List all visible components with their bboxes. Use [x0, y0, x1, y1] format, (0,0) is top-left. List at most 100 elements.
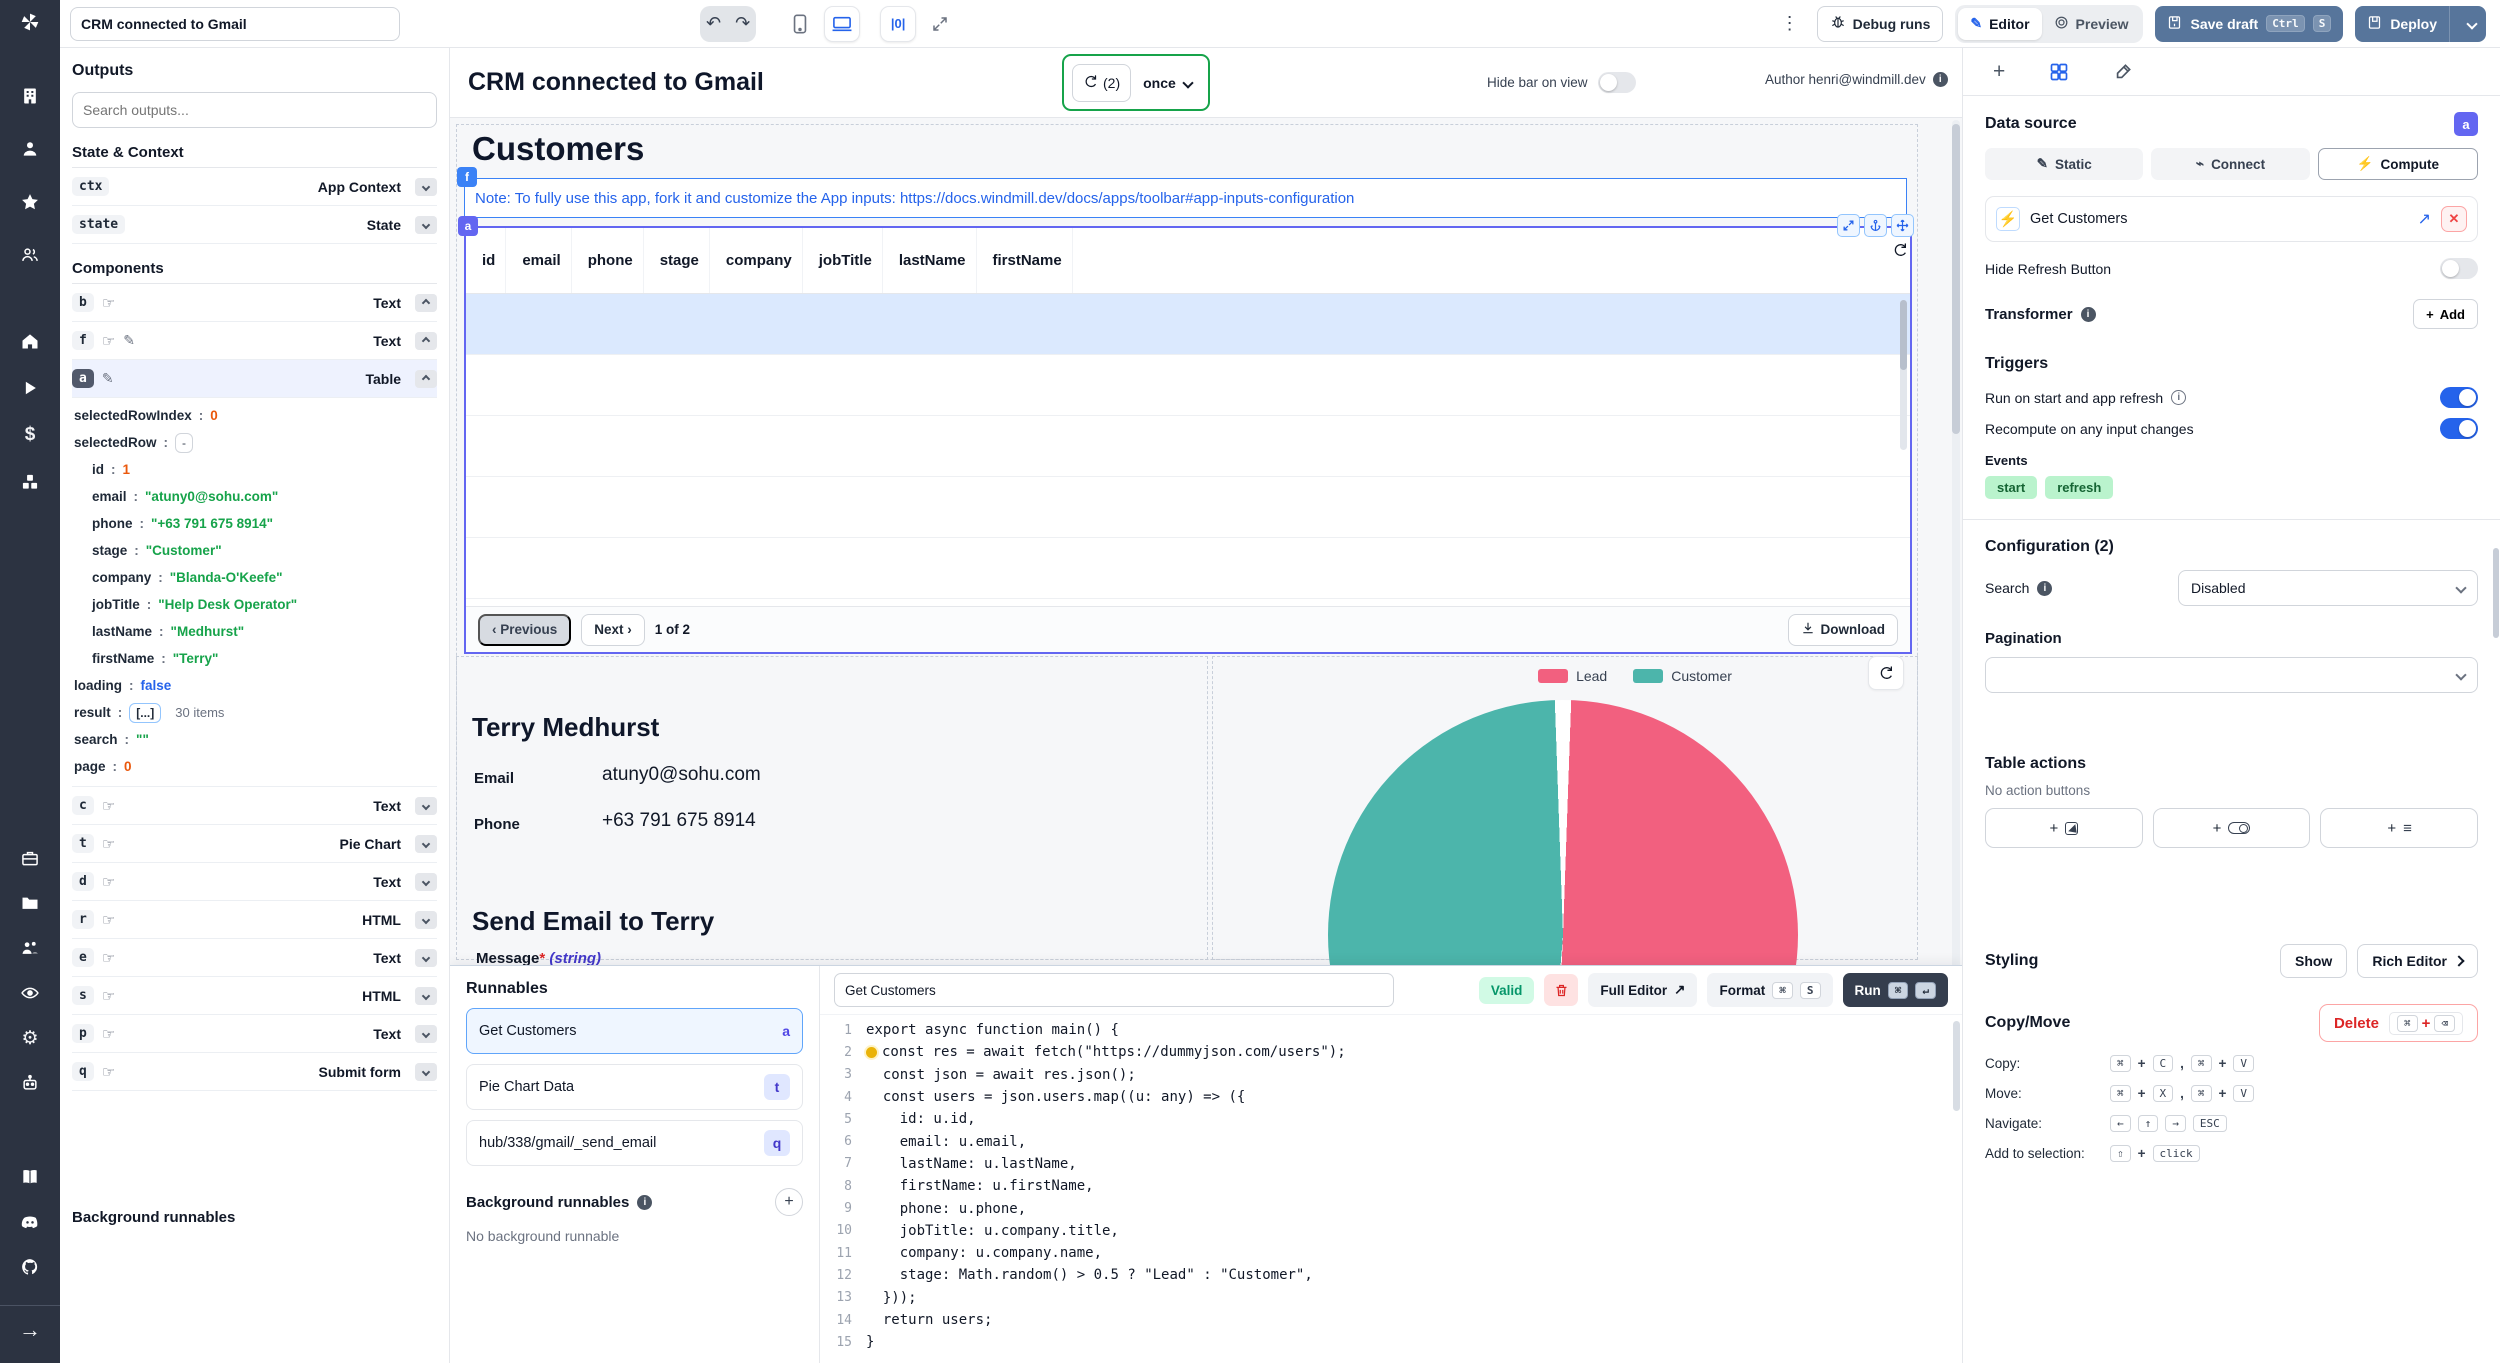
output-detail-row[interactable]: page : 0 — [74, 753, 437, 780]
delete-component-button[interactable]: Delete ⌘ + ⌫ — [2318, 1004, 2478, 1042]
undo-icon[interactable]: ↶ — [706, 13, 722, 33]
deploy-button[interactable]: Deploy — [2355, 5, 2486, 42]
redo-icon[interactable]: ↷ — [735, 13, 751, 33]
table-header-cell[interactable]: company — [710, 228, 803, 293]
data-source-mode-tab[interactable]: ✎ Static — [1985, 148, 2144, 180]
component-row[interactable]: q ☞ Submit form — [72, 1053, 437, 1091]
center-layout-icon[interactable]: |0| — [880, 5, 917, 42]
table-header-cell[interactable]: id — [466, 228, 507, 293]
briefcase-icon[interactable] — [18, 846, 42, 870]
output-detail-row[interactable]: search : "" — [74, 726, 437, 753]
chevron-icon[interactable] — [415, 369, 437, 388]
save-draft-button[interactable]: Save draft Ctrl S — [2155, 5, 2344, 42]
chevron-down-icon[interactable] — [415, 834, 437, 853]
chevron-down-icon[interactable] — [415, 177, 437, 196]
state-row[interactable]: state State — [72, 206, 437, 244]
chevron-icon[interactable] — [415, 293, 437, 312]
runnable-item[interactable]: Pie Chart Data t — [466, 1064, 803, 1110]
folder-icon[interactable] — [18, 891, 42, 915]
user-icon[interactable] — [18, 137, 42, 161]
info-icon[interactable] — [1932, 72, 1948, 87]
detail-chip[interactable]: [...] — [129, 702, 162, 723]
download-button[interactable]: Download — [1787, 613, 1898, 646]
collapse-arrow-icon[interactable]: → — [19, 1317, 41, 1342]
canvas-scrollbar[interactable] — [1952, 120, 1960, 1350]
format-button[interactable]: Format ⌘ S — [1707, 973, 1833, 1007]
gear-icon[interactable]: ⚙ — [21, 1027, 39, 1049]
info-icon[interactable] — [2037, 580, 2053, 596]
output-detail-row[interactable]: id : 1 — [74, 456, 437, 483]
runnable-name-input[interactable] — [834, 973, 1394, 1007]
fullwidth-layout-icon[interactable] — [922, 6, 958, 42]
table-header-cell[interactable]: lastName — [883, 228, 977, 293]
component-row[interactable]: e ☞ Text — [72, 939, 437, 977]
add-select-action[interactable]: + ≡ — [2320, 808, 2479, 848]
note-text-component[interactable]: f Note: To fully use this app, fork it a… — [457, 167, 1907, 218]
cubes-icon[interactable] — [18, 470, 42, 494]
previous-page-button[interactable]: ‹ Previous — [478, 613, 572, 646]
table-refresh-icon[interactable] — [1892, 242, 1908, 261]
chevron-down-icon[interactable] — [415, 948, 437, 967]
component-row[interactable]: f ☞ ✎ Text — [72, 322, 437, 360]
next-page-button[interactable]: Next › — [581, 613, 645, 646]
insert-component-tab[interactable]: + — [1993, 59, 2006, 83]
hide-bar-toggle[interactable] — [1597, 72, 1636, 93]
users-icon[interactable] — [18, 243, 42, 267]
delete-runnable-icon[interactable] — [1544, 974, 1579, 1006]
discord-icon[interactable] — [18, 1210, 42, 1234]
data-source-mode-tab[interactable]: ⚡ Compute — [2317, 148, 2478, 180]
data-source-mode-tab[interactable]: ⌁ Connect — [2151, 148, 2310, 180]
code-editor[interactable]: 1 export async function main() { 2 const… — [820, 1014, 1962, 1363]
building-icon[interactable] — [18, 84, 42, 108]
tab-editor[interactable]: ✎ Editor — [1958, 7, 2042, 40]
lightbulb-icon[interactable] — [866, 1046, 877, 1058]
move-icon[interactable] — [1891, 214, 1914, 237]
table-header-cell[interactable]: firstName — [977, 228, 1073, 293]
chart-refresh-button[interactable] — [1868, 656, 1904, 690]
output-detail-row[interactable]: selectedRowIndex : 0 — [74, 402, 437, 429]
chevron-down-icon[interactable] — [415, 872, 437, 891]
component-row[interactable]: s ☞ HTML — [72, 977, 437, 1015]
desktop-view-icon[interactable] — [824, 5, 861, 42]
component-row[interactable]: a ✎ Table — [72, 360, 437, 398]
search-outputs-input[interactable] — [72, 92, 437, 128]
windmill-logo-icon[interactable] — [18, 10, 42, 34]
full-editor-button[interactable]: Full Editor ↗ — [1588, 973, 1698, 1007]
rich-editor-button[interactable]: Rich Editor — [2357, 944, 2478, 978]
legend-item-lead[interactable]: Lead — [1538, 668, 1607, 684]
component-row[interactable]: b ☞ Text — [72, 284, 437, 322]
output-detail-row[interactable]: selectedRow : - — [74, 429, 437, 456]
output-detail-row[interactable]: company : "Blanda-O'Keefe" — [74, 564, 437, 591]
pagination-select[interactable] — [1985, 657, 2478, 693]
search-mode-select[interactable]: Disabled — [2178, 570, 2478, 606]
eye-icon[interactable] — [18, 981, 42, 1005]
robot-icon[interactable] — [18, 1071, 42, 1095]
mobile-view-icon[interactable] — [782, 6, 818, 42]
component-settings-tab[interactable] — [2049, 62, 2069, 82]
output-detail-row[interactable]: lastName : "Medhurst" — [74, 618, 437, 645]
chevron-down-icon[interactable] — [415, 1062, 437, 1081]
play-icon[interactable] — [18, 376, 42, 400]
run-button[interactable]: Run ⌘ ↵ — [1842, 973, 1948, 1007]
open-runnable-icon[interactable]: ↗ — [2417, 211, 2431, 228]
component-row[interactable]: d ☞ Text — [72, 863, 437, 901]
chevron-down-icon[interactable] — [415, 910, 437, 929]
editor-scrollbar[interactable] — [1953, 1021, 1960, 1111]
home-icon[interactable] — [18, 329, 42, 353]
chevron-icon[interactable] — [415, 331, 437, 350]
hide-refresh-toggle[interactable] — [2440, 258, 2478, 279]
add-background-runnable-button[interactable]: + — [775, 1188, 803, 1216]
table-row[interactable] — [466, 477, 1910, 538]
output-detail-row[interactable]: jobTitle : "Help Desk Operator" — [74, 591, 437, 618]
book-icon[interactable] — [18, 1165, 42, 1189]
table-header-cell[interactable]: jobTitle — [803, 228, 883, 293]
add-transformer-button[interactable]: + Add — [2413, 299, 2478, 329]
output-detail-row[interactable]: stage : "Customer" — [74, 537, 437, 564]
deploy-dropdown-chevron[interactable] — [2458, 17, 2486, 30]
show-styling-button[interactable]: Show — [2279, 944, 2348, 978]
table-header-cell[interactable]: stage — [644, 228, 710, 293]
table-header-cell[interactable]: email — [506, 228, 572, 293]
debug-runs-button[interactable]: Debug runs — [1816, 5, 1944, 42]
refresh-button[interactable]: (2) — [1072, 63, 1132, 102]
runnable-item[interactable]: Get Customers a — [466, 1008, 803, 1054]
